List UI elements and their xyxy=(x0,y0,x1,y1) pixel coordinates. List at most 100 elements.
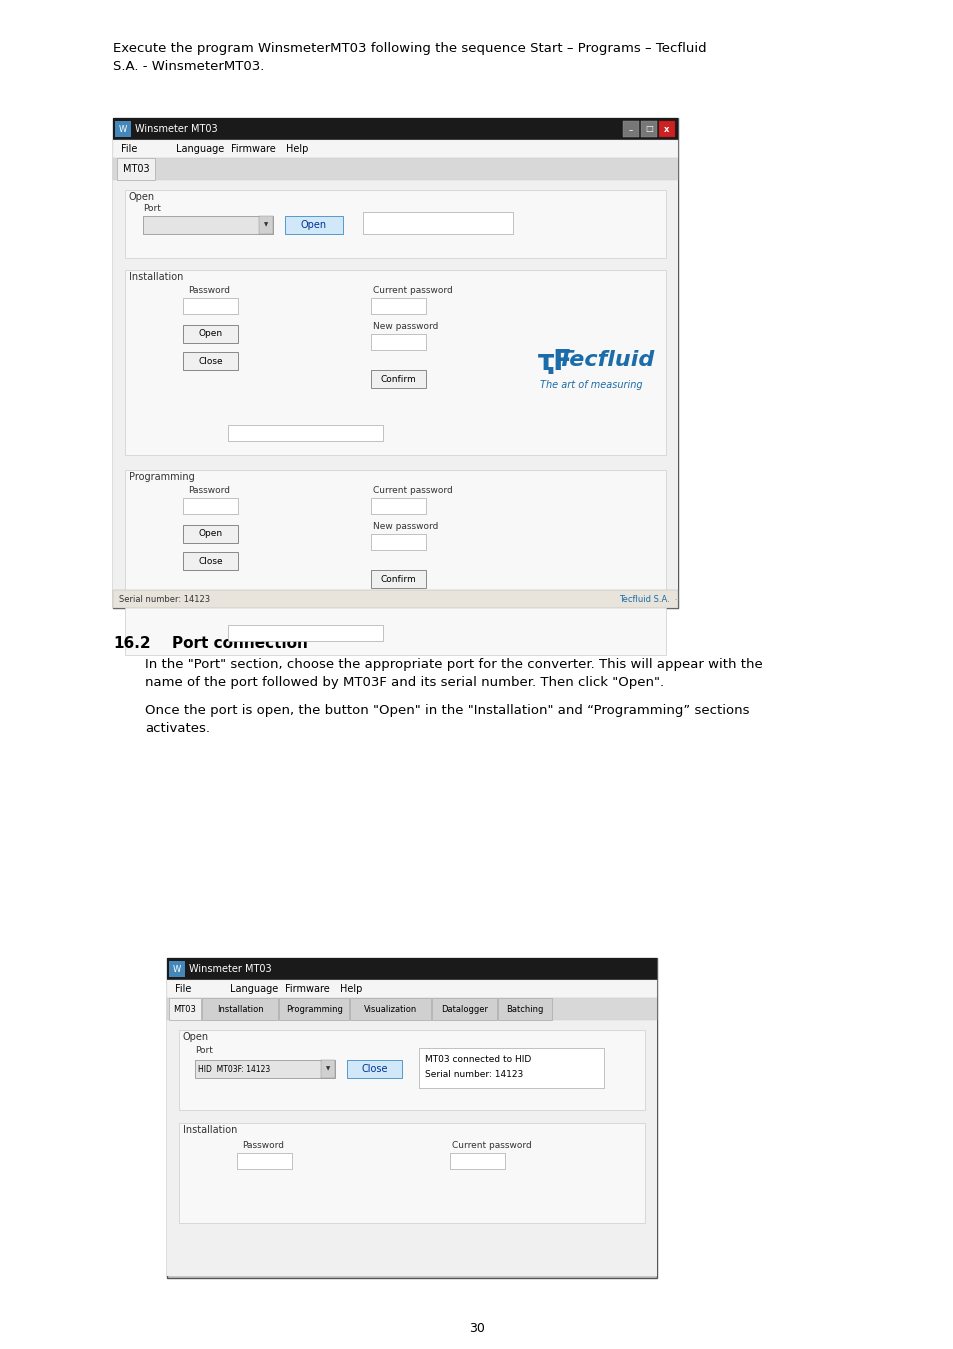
Bar xyxy=(202,998,277,1020)
Bar xyxy=(183,352,237,370)
Text: Current password: Current password xyxy=(373,486,453,495)
Text: MT03: MT03 xyxy=(173,1005,196,1013)
Text: Port: Port xyxy=(194,1045,213,1055)
Bar xyxy=(228,625,382,641)
Bar xyxy=(285,216,343,233)
Text: Serial number: 14123: Serial number: 14123 xyxy=(424,1070,522,1079)
Bar xyxy=(183,525,237,544)
Bar xyxy=(183,498,237,514)
Bar xyxy=(183,325,237,343)
Text: x: x xyxy=(663,124,669,134)
Bar xyxy=(194,1060,335,1078)
Text: Batching: Batching xyxy=(506,1005,543,1013)
Text: –: – xyxy=(628,127,633,135)
Bar xyxy=(112,140,678,158)
Bar xyxy=(125,270,665,455)
Text: 30: 30 xyxy=(469,1322,484,1336)
Text: Programming: Programming xyxy=(129,472,194,482)
Bar xyxy=(432,998,497,1020)
Bar xyxy=(236,1153,292,1170)
Text: New password: New password xyxy=(373,322,438,331)
Text: Serial number: 14123: Serial number: 14123 xyxy=(119,595,210,603)
Text: Password: Password xyxy=(188,286,230,295)
Text: Visualization: Visualization xyxy=(364,1005,416,1013)
Bar xyxy=(112,117,678,608)
Bar xyxy=(169,998,201,1020)
Text: Open: Open xyxy=(198,530,222,538)
Text: W: W xyxy=(119,124,127,134)
Text: name of the port followed by MT03F and its serial number. Then click "Open".: name of the port followed by MT03F and i… xyxy=(145,676,663,689)
Text: Datalogger: Datalogger xyxy=(440,1005,488,1013)
Text: Language: Language xyxy=(175,144,224,154)
Text: Language: Language xyxy=(230,983,278,994)
Bar xyxy=(418,1048,603,1089)
Text: Execute the program WinsmeterMT03 following the sequence Start – Programs – Tecf: Execute the program WinsmeterMT03 follow… xyxy=(112,42,706,55)
Bar xyxy=(371,534,426,550)
Bar xyxy=(371,298,426,314)
Text: HID  MT03F: 14123: HID MT03F: 14123 xyxy=(198,1064,270,1074)
Text: S.A. - WinsmeterMT03.: S.A. - WinsmeterMT03. xyxy=(112,59,264,73)
Text: Confirm: Confirm xyxy=(380,575,416,584)
Bar xyxy=(179,1031,644,1110)
Bar xyxy=(125,190,665,258)
Text: Help: Help xyxy=(286,144,308,154)
Bar xyxy=(640,121,657,138)
Text: □: □ xyxy=(644,124,652,134)
Bar xyxy=(115,121,131,138)
Text: Close: Close xyxy=(361,1064,387,1074)
Bar xyxy=(167,958,657,979)
Text: File: File xyxy=(174,983,192,994)
Bar xyxy=(112,179,678,590)
Bar xyxy=(167,1020,657,1276)
Bar xyxy=(497,998,552,1020)
Text: MT03: MT03 xyxy=(123,165,150,174)
Text: Winsmeter MT03: Winsmeter MT03 xyxy=(189,965,272,974)
Bar xyxy=(622,121,639,138)
Text: Port connection: Port connection xyxy=(172,635,308,652)
Text: Close: Close xyxy=(198,557,223,565)
Text: Open: Open xyxy=(198,329,222,339)
Bar xyxy=(371,370,426,389)
Text: The art of measuring: The art of measuring xyxy=(539,380,642,390)
Bar xyxy=(183,298,237,314)
Text: Current password: Current password xyxy=(373,286,453,295)
Bar xyxy=(167,998,657,1020)
Text: 16.2: 16.2 xyxy=(112,635,151,652)
Text: Help: Help xyxy=(339,983,362,994)
Bar xyxy=(117,158,154,179)
Bar xyxy=(179,1122,644,1224)
Bar xyxy=(371,571,426,588)
Bar xyxy=(169,960,185,977)
Bar xyxy=(228,425,382,441)
Bar xyxy=(183,552,237,571)
Bar xyxy=(350,998,431,1020)
Text: File: File xyxy=(121,144,137,154)
Bar xyxy=(278,998,349,1020)
Text: ҭF: ҭF xyxy=(537,348,573,376)
Text: In the "Port" section, choose the appropriate port for the converter. This will : In the "Port" section, choose the approp… xyxy=(145,658,762,670)
Text: ▼: ▼ xyxy=(326,1067,330,1071)
Text: Port: Port xyxy=(143,204,161,213)
Text: W: W xyxy=(172,965,181,974)
Text: Password: Password xyxy=(242,1141,284,1149)
Text: Open: Open xyxy=(183,1032,209,1041)
Bar xyxy=(112,158,678,179)
Bar xyxy=(143,216,273,233)
Bar xyxy=(258,216,273,233)
Bar xyxy=(320,1060,335,1078)
Text: Open: Open xyxy=(300,220,327,229)
Text: ▼: ▼ xyxy=(264,223,268,228)
Text: Tecfluid S.A.: Tecfluid S.A. xyxy=(618,595,669,603)
Text: Password: Password xyxy=(188,486,230,495)
Bar xyxy=(659,121,675,138)
Bar xyxy=(371,498,426,514)
Text: Tecfluid: Tecfluid xyxy=(558,349,655,370)
Text: Close: Close xyxy=(198,356,223,366)
Bar xyxy=(112,117,678,140)
Text: Firmware: Firmware xyxy=(231,144,275,154)
Text: Once the port is open, the button "Open" in the "Installation" and “Programming”: Once the port is open, the button "Open"… xyxy=(145,704,749,718)
Text: Installation: Installation xyxy=(183,1125,237,1135)
Bar xyxy=(167,979,657,998)
Text: Winsmeter MT03: Winsmeter MT03 xyxy=(135,124,217,134)
Bar xyxy=(125,469,665,656)
